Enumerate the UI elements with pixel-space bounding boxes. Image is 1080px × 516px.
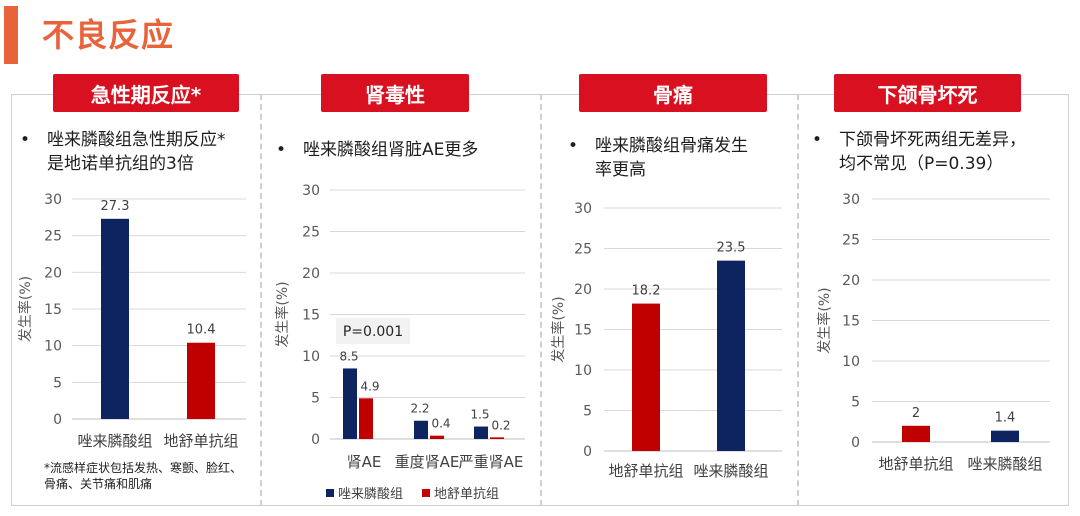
- bullet-text: 唑来膦酸组急性期反应* 是地诺单抗组的3倍: [47, 130, 226, 174]
- footnote: *流感样症状包括发热、寒颤、脸红、 骨痛、关节痛和肌痛: [44, 461, 243, 491]
- y-tick-label: 5: [583, 404, 592, 420]
- legend-label: 地舒单抗组: [434, 487, 499, 502]
- y-tick-label: 0: [53, 412, 62, 428]
- y-tick-label: 5: [311, 391, 320, 407]
- data-label: 1.5: [470, 408, 489, 422]
- data-label: 18.2: [632, 284, 661, 299]
- y-tick-label: 30: [302, 183, 320, 199]
- data-label: 23.5: [717, 241, 746, 256]
- panel-divider-3: [797, 94, 799, 506]
- y-tick-label: 20: [574, 282, 592, 298]
- bar: [414, 420, 428, 439]
- x-tick-label: 严重肾AE: [459, 453, 524, 471]
- x-tick-label: 唑来膦酸组: [967, 455, 1042, 473]
- y-tick-label: 25: [842, 233, 860, 249]
- data-label: 2: [912, 406, 920, 421]
- y-tick-label: 0: [311, 432, 320, 448]
- y-tick-label: 5: [851, 395, 860, 411]
- y-tick-label: 0: [583, 444, 592, 460]
- x-tick-label: 地舒单抗组: [878, 455, 953, 473]
- data-label: 10.4: [187, 323, 216, 338]
- bar: [343, 368, 357, 439]
- x-tick-label: 唑来膦酸组: [77, 432, 152, 450]
- y-tick-label: 30: [842, 192, 860, 208]
- data-label: 8.5: [339, 349, 358, 363]
- panel-header-acute-reaction: 急性期反应*: [53, 74, 239, 112]
- x-tick-label: 重度肾AE: [395, 453, 460, 471]
- panel-header-bone-pain: 骨痛: [579, 74, 767, 112]
- data-label: 4.9: [360, 379, 379, 393]
- bar: [490, 437, 504, 439]
- panel-divider-2: [540, 94, 542, 506]
- y-tick-label: 15: [842, 314, 860, 330]
- bar: [474, 426, 488, 439]
- bullet-text: 下颌骨坏死两组无差异， 均不常见（P=0.39）: [839, 130, 1026, 174]
- panel-header-renal-toxicity: 肾毒性: [321, 74, 469, 112]
- panel-bullet-4: • 下颌骨坏死两组无差异， 均不常见（P=0.39）: [812, 128, 1067, 178]
- bar: [359, 398, 373, 439]
- y-tick-label: 15: [574, 323, 592, 339]
- data-label: 1.4: [995, 411, 1016, 426]
- data-label: 0.4: [431, 417, 450, 431]
- data-label: 0.2: [491, 418, 510, 432]
- bar: [717, 260, 745, 451]
- y-tick-label: 15: [44, 302, 62, 318]
- panel-bullet-3: • 唑来膦酸组骨痛发生 率更高: [568, 134, 793, 184]
- y-tick-label: 20: [44, 265, 62, 281]
- page-title: 不良反应: [42, 16, 175, 54]
- y-axis-label: 发生率(%): [274, 281, 291, 347]
- bar: [430, 435, 444, 439]
- x-tick-label: 肾AE: [347, 453, 382, 471]
- title-accent-bar: [4, 6, 18, 64]
- data-label: 27.3: [101, 199, 130, 214]
- panel-divider-1: [260, 94, 262, 506]
- y-axis-label: 发生率(%): [816, 287, 833, 353]
- x-tick-label: 地舒单抗组: [163, 432, 238, 450]
- y-tick-label: 30: [574, 201, 592, 217]
- panel-bullet-2: • 唑来膦酸组肾脏AE更多: [276, 138, 536, 164]
- bullet-dot: •: [20, 130, 31, 150]
- y-axis-label: 发生率(%): [17, 276, 34, 342]
- y-tick-label: 15: [302, 308, 320, 324]
- bar: [101, 218, 129, 419]
- legend-swatch: [422, 489, 430, 497]
- x-tick-label: 地舒单抗组: [608, 462, 683, 480]
- panel-header-onj: 下颌骨坏死: [834, 74, 1021, 112]
- y-tick-label: 10: [44, 339, 62, 355]
- data-label: 2.2: [410, 402, 429, 416]
- bar: [991, 430, 1019, 442]
- legend-label: 唑来膦酸组: [338, 486, 403, 502]
- y-tick-label: 10: [574, 363, 592, 379]
- y-tick-label: 5: [53, 375, 62, 391]
- y-tick-label: 25: [302, 225, 320, 241]
- bullet-text: 唑来膦酸组肾脏AE更多: [303, 140, 479, 160]
- panel-bullet-1: • 唑来膦酸组急性期反应* 是地诺单抗组的3倍: [20, 128, 260, 178]
- annotation-box: [336, 318, 410, 344]
- x-tick-label: 唑来膦酸组: [693, 462, 768, 480]
- bar: [632, 303, 660, 451]
- y-tick-label: 25: [44, 229, 62, 245]
- y-tick-label: 30: [44, 192, 62, 208]
- y-tick-label: 0: [851, 435, 860, 451]
- bullet-dot: •: [812, 130, 823, 150]
- bullet-dot: •: [276, 140, 287, 160]
- y-tick-label: 10: [842, 354, 860, 370]
- bullet-text: 唑来膦酸组骨痛发生 率更高: [595, 136, 748, 180]
- bar: [187, 342, 215, 419]
- y-axis-label: 发生率(%): [550, 296, 567, 362]
- annotation-text: P=0.001: [343, 324, 403, 340]
- y-tick-label: 25: [574, 242, 592, 258]
- y-tick-label: 20: [302, 266, 320, 282]
- bullet-dot: •: [568, 136, 579, 156]
- y-tick-label: 20: [842, 273, 860, 289]
- y-tick-label: 10: [302, 349, 320, 365]
- legend-swatch: [326, 489, 334, 497]
- bar: [902, 425, 930, 442]
